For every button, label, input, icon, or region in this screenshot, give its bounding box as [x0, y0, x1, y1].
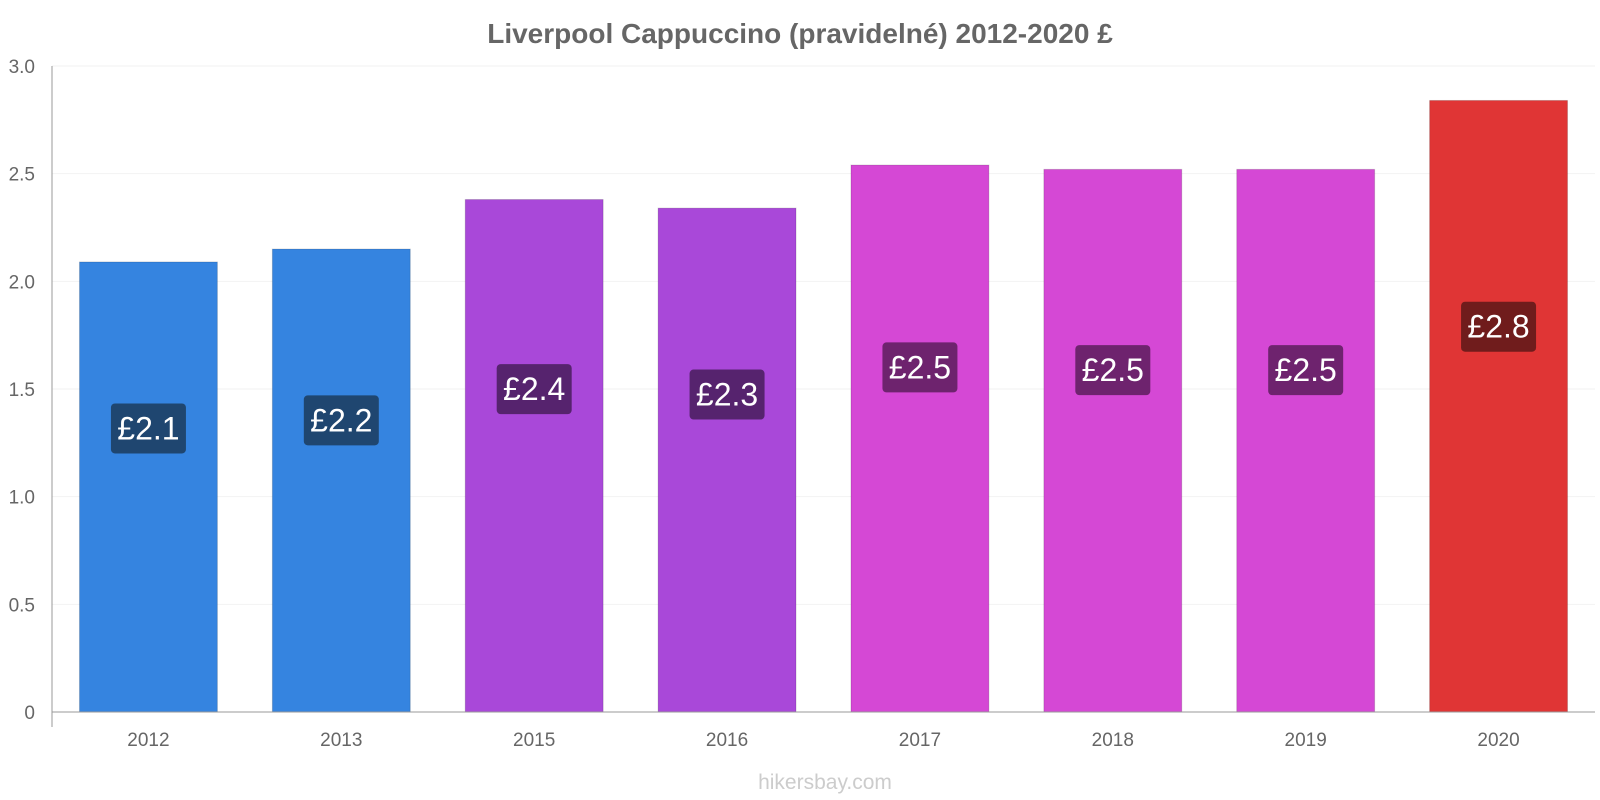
- y-tick-label: 1.0: [9, 488, 35, 509]
- bar-2019: [1236, 168, 1376, 713]
- data-label-background: [882, 342, 958, 393]
- data-label: £2.2: [310, 402, 372, 438]
- x-axis-ticks: 2012 2013 2015 2016 2017 2018 2019 2020: [127, 730, 1519, 751]
- data-label: £2.3: [696, 377, 758, 413]
- bar-2016: [657, 207, 797, 713]
- y-tick-label: 0: [24, 703, 35, 724]
- data-label-background: [1461, 301, 1537, 352]
- data-label: £2.8: [1467, 309, 1529, 345]
- data-label: £2.4: [503, 371, 565, 407]
- watermark: hikersbay.com: [758, 771, 892, 794]
- bar-2018: [1043, 168, 1183, 713]
- x-tick-label: 2020: [1477, 730, 1519, 751]
- data-label: £2.1: [117, 410, 179, 446]
- data-labels: £2.1 £2.2 £2.4 £2.3 £2.5 £2.5 £2.5 £2.8: [110, 301, 1537, 454]
- y-axis-ticks: 0 0.5 1.0 1.5 2.0 2.5 3.0: [9, 57, 35, 724]
- bar-2013: [271, 248, 411, 713]
- x-tick-label: 2013: [320, 730, 362, 751]
- data-label-background: [496, 364, 572, 415]
- bar-2015: [464, 199, 604, 713]
- data-label-background: [110, 403, 186, 454]
- y-tick-label: 2.5: [9, 165, 35, 186]
- chart-title: Liverpool Cappuccino (pravidelné) 2012-2…: [487, 18, 1113, 49]
- x-tick-label: 2017: [899, 730, 941, 751]
- data-label-background: [689, 369, 765, 420]
- bar-2012: [78, 261, 218, 713]
- x-tick-label: 2019: [1285, 730, 1327, 751]
- x-tick-label: 2015: [513, 730, 555, 751]
- bars: [78, 99, 1569, 713]
- y-tick-label: 3.0: [9, 57, 35, 78]
- y-tick-label: 0.5: [9, 595, 35, 616]
- bar-2017: [850, 164, 990, 713]
- data-label: £2.5: [1275, 352, 1337, 388]
- y-tick-label: 1.5: [9, 380, 35, 401]
- x-tick-label: 2018: [1092, 730, 1134, 751]
- data-label-background: [303, 395, 379, 446]
- data-label: £2.5: [1082, 352, 1144, 388]
- data-label-background: [1075, 345, 1151, 396]
- y-tick-label: 2.0: [9, 272, 35, 293]
- x-tick-label: 2012: [127, 730, 169, 751]
- data-label-background: [1268, 345, 1344, 396]
- bar-2020: [1429, 99, 1569, 713]
- x-tick-label: 2016: [706, 730, 748, 751]
- data-label: £2.5: [889, 349, 951, 385]
